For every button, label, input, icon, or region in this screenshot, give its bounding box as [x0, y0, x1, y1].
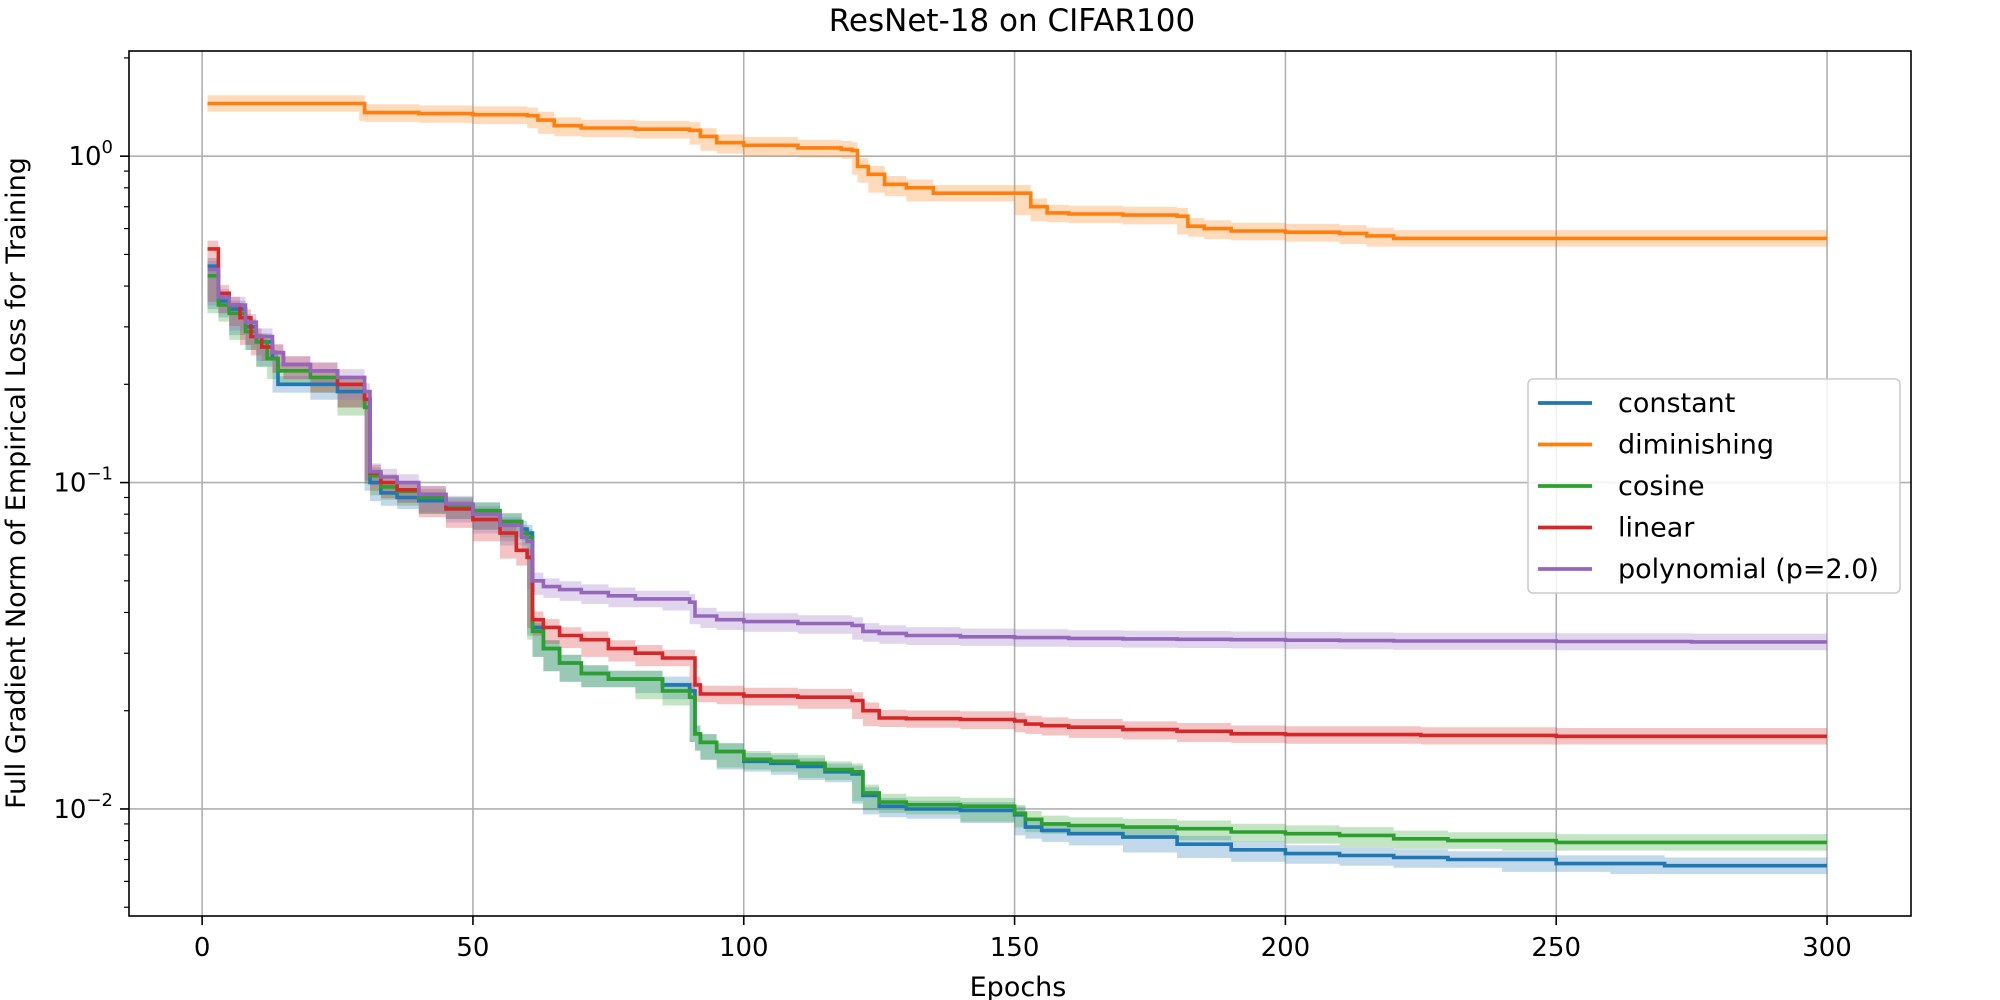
legend-label: constant [1618, 388, 1735, 419]
legend-box [1527, 378, 1901, 594]
x-tick-label: 100 [719, 933, 769, 963]
x-tick-label: 50 [456, 933, 489, 963]
x-tick-label: 250 [1531, 933, 1581, 963]
series-line-diminishing [207, 101, 1827, 241]
plot-frame [128, 50, 1912, 917]
legend: constant diminishing cosine linear polynomia… [1527, 378, 1901, 594]
y-axis-title: Full Gradient Norm of Empirical Loss for… [1, 157, 32, 809]
x-axis-ticks: 0 50 100 150 200 250 300 [194, 916, 1852, 963]
legend-label: diminishing [1618, 430, 1774, 461]
x-tick-label: 150 [990, 933, 1040, 963]
legend-label: polynomial (p=2.0) [1618, 554, 1879, 585]
legend-label: linear [1618, 513, 1695, 544]
y-tick-label: 10−2 [53, 790, 113, 825]
series-line-polynomial [207, 267, 1827, 644]
chart-title: ResNet-18 on CIFAR100 [829, 3, 1195, 39]
x-axis-title: Epochs [970, 972, 1067, 1000]
x-tick-label: 300 [1802, 933, 1852, 963]
y-axis-ticks: 100 10−1 10−2 [53, 57, 129, 908]
x-tick-label: 0 [194, 933, 211, 963]
y-tick-label: 100 [68, 137, 113, 172]
band-diminishing [207, 95, 1827, 247]
series-lines [207, 101, 1827, 868]
y-tick-label: 10−1 [53, 464, 113, 499]
x-tick-label: 200 [1261, 933, 1311, 963]
legend-label: cosine [1618, 471, 1705, 502]
